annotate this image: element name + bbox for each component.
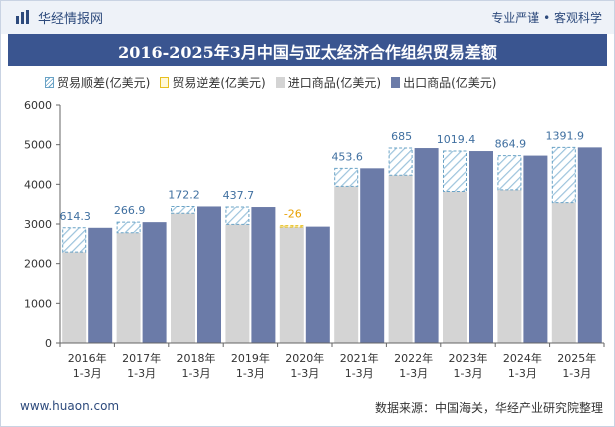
export-bar[interactable] [469,151,493,343]
surplus-bar[interactable] [334,167,359,187]
export-bar[interactable] [414,148,439,343]
export-bar[interactable] [523,155,548,343]
export-bar[interactable] [305,226,330,343]
balance-data-label: 1019.4 [437,133,476,146]
import-bar[interactable] [225,224,250,343]
y-tick-label: 6000 [24,99,52,112]
x-tick-label: 2022年 1-3月 [394,351,433,380]
export-bar[interactable] [577,147,602,343]
balance-data-label: 1391.9 [546,129,585,142]
balance-data-label: -26 [284,208,302,221]
x-tick-label: 2024年 1-3月 [503,351,542,380]
x-tick-label: 2023年 1-3月 [449,351,488,380]
legend-item-export[interactable]: 出口商品(亿美元) [391,74,497,91]
x-tick-label: 2020年 1-3月 [285,351,324,380]
legend-label-import: 进口商品(亿美元) [287,75,382,90]
x-axis: 2016年 1-3月 2017年 1-3月 2018年 1-3月 2019年 1-3月 2020… [59,342,605,380]
chart-plot: 0 1000 2000 3000 4000 5000 6000 614.3 266.9 172.… [24,99,605,380]
legend-swatch-import [275,76,285,88]
y-tick-label: 5000 [24,139,52,152]
x-tick-label: 2019年 1-3月 [231,351,270,380]
footer-source: 数据来源：中国海关，华经产业研究院整理 [374,401,603,415]
legend-label-deficit: 贸易逆差(亿美元) [172,75,266,90]
x-tick-label: 2017年 1-3月 [122,351,161,380]
export-bar[interactable] [360,168,385,343]
surplus-bar[interactable] [551,146,576,204]
surplus-bar[interactable] [225,206,250,225]
chart-legend: 贸易顺差(亿美元) 贸易逆差(亿美元) 进口商品(亿美元) 出口商品(亿美元) [45,74,507,90]
x-tick-label: 2018年 1-3月 [177,351,216,380]
import-bar[interactable] [388,175,413,343]
y-tick-label: 3000 [24,218,52,231]
import-bar[interactable] [497,189,522,343]
surplus-bar[interactable] [171,205,195,214]
chart-title: 2016-2025年3月中国与亚太经济合作组织贸易差额 [118,43,497,62]
import-bar[interactable] [334,186,359,343]
legend-item-import[interactable]: 进口商品(亿美元) [275,74,382,91]
legend-item-surplus[interactable]: 贸易顺差(亿美元) [45,74,150,91]
export-bar[interactable] [142,222,167,343]
import-bar[interactable] [279,225,304,343]
legend-item-deficit[interactable]: 贸易逆差(亿美元) [160,74,266,91]
footer-site[interactable]: www.huaon.com [20,399,120,413]
y-axis: 0 1000 2000 3000 4000 5000 6000 [24,99,61,350]
deficit-bar[interactable] [279,225,304,228]
export-bar[interactable] [88,227,113,343]
surplus-bar[interactable] [116,221,141,234]
top-bar: 华经情报网 专业严谨 • 客观科学 [1,1,614,34]
legend-swatch-surplus [45,76,54,88]
balance-data-label: 614.3 [59,210,91,223]
import-bar[interactable] [116,232,141,343]
balance-data-label: 266.9 [114,204,146,217]
legend-swatch-deficit [160,76,170,88]
surplus-bar[interactable] [62,227,87,253]
x-tick-label: 2025年 1-3月 [557,351,596,380]
y-tick-label: 4000 [24,178,52,191]
brand-slogan: 专业严谨 • 客观科学 [491,11,602,25]
balance-data-label: 453.6 [331,150,363,163]
export-bar[interactable] [251,207,276,343]
legend-label-export: 出口商品(亿美元) [403,75,497,90]
y-tick-label: 1000 [24,297,52,310]
balance-data-label: 172.2 [168,188,200,201]
title-bar: 2016-2025年3月中国与亚太经济合作组织贸易差额 [8,34,607,66]
import-bar[interactable] [62,252,87,343]
balance-data-label: 685 [391,130,412,143]
y-tick-label: 2000 [24,258,52,271]
bar-group: 614.3 266.9 172.2 437.7 -26 453.6 685 1019.4 864… [59,129,602,343]
brand-name: 华经情报网 [38,12,104,27]
import-bar[interactable] [443,191,467,343]
legend-label-surplus: 贸易顺差(亿美元) [57,75,151,90]
import-bar[interactable] [551,202,576,343]
bar-logo-icon [16,10,29,24]
surplus-bar[interactable] [443,150,467,192]
surplus-bar[interactable] [497,155,522,191]
x-tick-label: 2016年 1-3月 [68,351,107,380]
balance-data-label: 864.9 [495,138,527,151]
legend-swatch-export [391,76,401,88]
balance-data-label: 437.7 [223,189,255,202]
import-bar[interactable] [171,213,195,343]
surplus-bar[interactable] [388,147,413,176]
export-bar[interactable] [197,206,221,343]
y-tick-label: 0 [45,337,52,350]
x-tick-label: 2021年 1-3月 [340,351,379,380]
